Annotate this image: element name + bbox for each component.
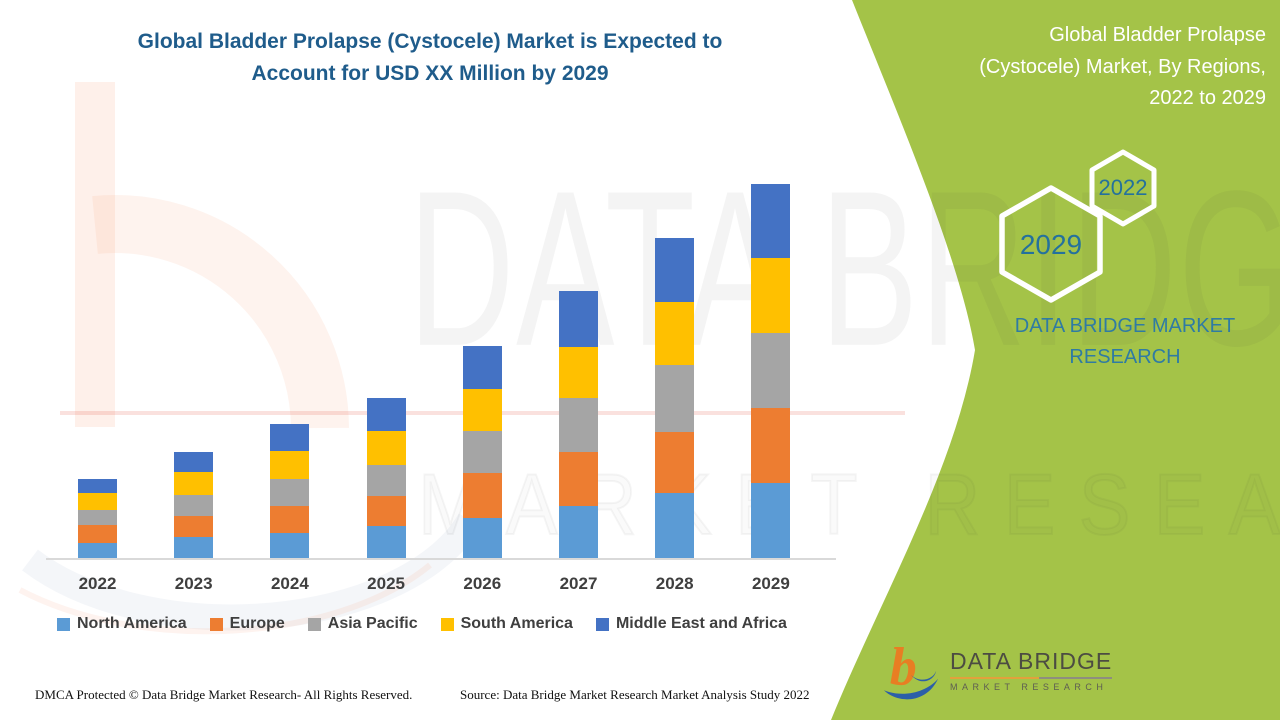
hexagon-2022 (1089, 149, 1157, 227)
bar-segment-asia-pacific-2025 (366, 465, 406, 496)
legend-swatch-north-america (57, 617, 70, 631)
bar-segment-north-america-2028 (655, 493, 695, 559)
x-axis-line (46, 558, 836, 560)
bar-segment-asia-pacific-2028 (655, 365, 695, 432)
side-panel-brand-text: DATA BRIDGE MARKET RESEARCH (1014, 315, 1236, 368)
bar-segment-europe-2026 (462, 473, 502, 518)
bar-segment-north-america-2026 (462, 518, 502, 559)
side-panel-title-line1: Global Bladder Prolapse (1049, 24, 1266, 46)
legend: North America Europe Asia Pacific South Ame… (57, 615, 787, 633)
bar-segment-south-america-2025 (366, 431, 406, 465)
bar-segment-middle-east-and-africa-2026 (462, 346, 502, 389)
x-axis-label-2023: 2023 (174, 574, 213, 593)
footer-source: Source: Data Bridge Market Research Mark… (460, 687, 810, 702)
bar-segment-middle-east-and-africa-2025 (366, 398, 406, 431)
bar-segment-north-america-2022 (78, 543, 117, 559)
legend-swatch-asia-pacific (307, 617, 321, 631)
bar-segment-europe-2024 (270, 506, 310, 533)
bar-segment-south-america-2027 (559, 347, 598, 398)
logo-name: DATA BRIDGE (950, 648, 1113, 674)
bar-segment-middle-east-and-africa-2024 (270, 424, 310, 451)
legend-swatch-south-america (440, 617, 454, 631)
hexagon-2029 (999, 185, 1103, 303)
bar-segment-south-america-2024 (270, 451, 310, 479)
bar-segment-north-america-2023 (174, 537, 214, 559)
bar-segment-south-america-2022 (78, 493, 117, 510)
x-axis-label-2024: 2024 (270, 574, 309, 593)
x-axis-label-2028: 2028 (655, 574, 694, 593)
chart-title-line2: Account for USD XX Million by 2029 (251, 61, 609, 85)
legend-label-south-america: South America (460, 615, 573, 632)
x-axis-label-2025: 2025 (367, 574, 405, 593)
legend-label-middle-east-and-africa: Middle East and Africa (615, 615, 787, 632)
brand-logo-icon: b (883, 637, 939, 700)
legend-item-middle-east-and-africa: Middle East and Africa (595, 615, 787, 633)
bar-segment-middle-east-and-africa-2028 (655, 238, 695, 302)
legend-label-europe: Europe (229, 615, 285, 632)
logo-tagline: MARKET RESEARCH (950, 682, 1108, 692)
legend-item-south-america: South America (440, 615, 573, 633)
legend-item-asia-pacific: Asia Pacific (307, 615, 418, 633)
bar-segment-middle-east-and-africa-2029 (751, 184, 791, 258)
brand-logo: b DATA BRIDGE MARKET RESEARCH (882, 634, 1113, 706)
legend-label-north-america: North America (77, 615, 187, 632)
side-panel-title: Global Bladder Prolapse (Cystocele) Mark… (954, 20, 1266, 115)
bar-segment-middle-east-and-africa-2027 (559, 291, 598, 347)
legend-item-north-america: North America (57, 615, 187, 633)
bar-segment-asia-pacific-2029 (751, 333, 791, 408)
green-panel-shape (831, 0, 1280, 720)
side-panel-title-line3: 2022 to 2029 (1149, 87, 1266, 110)
bar-segment-south-america-2029 (751, 258, 791, 333)
side-panel-title-line2: (Cystocele) Market, By Regions, (979, 55, 1266, 78)
x-axis-label-2022: 2022 (78, 574, 117, 593)
bar-segment-north-america-2027 (559, 506, 598, 559)
legend-swatch-europe (209, 617, 223, 631)
logo-bowl (911, 670, 937, 682)
chart-title: Global Bladder Prolapse (Cystocele) Mark… (0, 26, 860, 90)
bar-segment-south-america-2023 (174, 472, 214, 495)
logo-rule (950, 677, 1113, 679)
footer-copyright: DMCA Protected © Data Bridge Market Rese… (35, 687, 413, 702)
bar-segment-europe-2022 (78, 525, 117, 543)
legend-label-asia-pacific: Asia Pacific (327, 615, 418, 632)
bar-segment-north-america-2029 (751, 483, 791, 559)
bar-segment-asia-pacific-2027 (559, 398, 598, 452)
hexagon-2029-label: 2029 (1019, 229, 1083, 260)
bar-segment-south-america-2028 (655, 302, 695, 365)
bar-segment-europe-2023 (174, 516, 214, 537)
hexagon-2022-label: 2022 (1098, 175, 1148, 200)
bar-segment-middle-east-and-africa-2023 (174, 452, 214, 472)
legend-swatch-middle-east-and-africa (595, 617, 609, 631)
bar-segment-asia-pacific-2023 (174, 495, 214, 516)
bar-segment-middle-east-and-africa-2022 (78, 479, 117, 493)
x-axis-label-2027: 2027 (559, 574, 598, 593)
bar-segment-asia-pacific-2024 (270, 479, 310, 506)
x-axis-label-2029: 2029 (751, 574, 790, 593)
chart-title-line1: Global Bladder Prolapse (Cystocele) Mark… (137, 30, 723, 53)
bar-segment-europe-2025 (366, 496, 406, 526)
logo-swoosh (883, 678, 939, 700)
logo-monogram: b (890, 637, 917, 697)
bar-segment-south-america-2026 (462, 389, 502, 431)
x-axis-label-2026: 2026 (463, 574, 502, 593)
bar-segment-asia-pacific-2026 (462, 431, 502, 473)
legend-item-europe: Europe (209, 615, 285, 633)
bar-segment-europe-2028 (655, 432, 695, 493)
bar-segment-north-america-2024 (270, 533, 310, 559)
bar-segment-europe-2027 (559, 452, 598, 506)
bar-segment-north-america-2025 (366, 526, 406, 559)
bar-segment-asia-pacific-2022 (78, 510, 117, 525)
bar-segment-europe-2029 (751, 408, 791, 483)
